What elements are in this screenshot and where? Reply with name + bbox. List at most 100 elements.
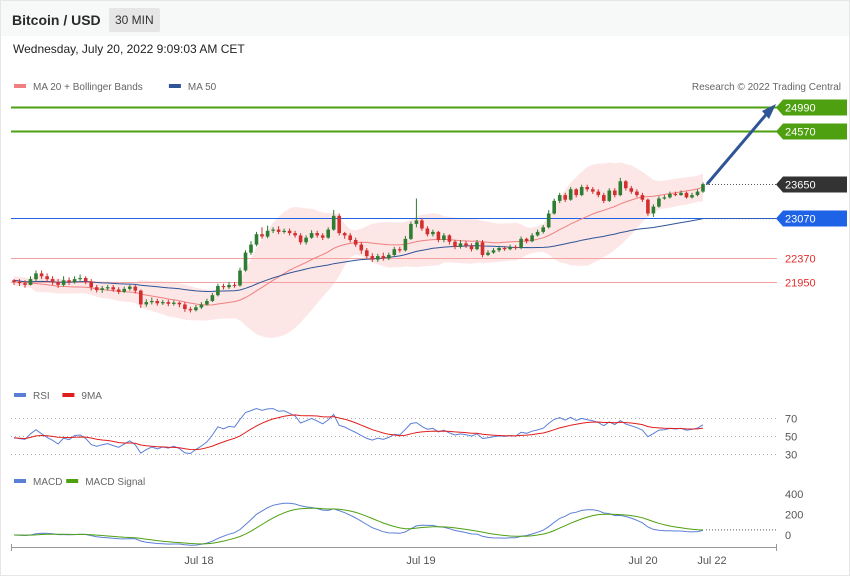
rsi-ma-line xyxy=(13,414,704,451)
rsi-legend-swatch xyxy=(14,393,26,397)
rsi-tick-30: 30 xyxy=(785,450,797,462)
candle-body xyxy=(524,238,529,242)
candle-body xyxy=(78,278,82,280)
candle-body xyxy=(304,237,308,243)
candle-body xyxy=(668,193,672,198)
candle-body xyxy=(194,307,198,311)
x-label-jul-18: Jul 18 xyxy=(184,555,213,567)
candle-body xyxy=(238,270,242,286)
candle-body xyxy=(298,235,303,243)
pivot-label-23070: 23070 xyxy=(785,214,816,226)
candle-body xyxy=(392,249,397,255)
instrument-title: Bitcoin / USD xyxy=(12,12,101,28)
candle-body xyxy=(111,287,115,290)
candle-body xyxy=(359,244,364,251)
candle-body xyxy=(657,198,661,207)
candle-body xyxy=(94,287,99,291)
candle-body xyxy=(414,220,419,224)
candle-body xyxy=(331,215,336,230)
candle-body xyxy=(585,187,589,190)
candle-body xyxy=(563,195,567,200)
candle-body xyxy=(398,249,402,251)
candle-body xyxy=(342,233,347,236)
candle-body xyxy=(12,280,16,282)
x-label-jul-19: Jul 19 xyxy=(406,555,435,567)
bollinger-band xyxy=(14,162,703,338)
last-price-label-23650: 23650 xyxy=(785,180,816,192)
candle-body xyxy=(232,284,237,286)
candle-body xyxy=(513,246,518,249)
candle-body xyxy=(128,286,132,289)
candle-body xyxy=(557,195,562,201)
candle-body xyxy=(265,230,270,237)
timeframe-badge[interactable]: 30 MIN xyxy=(109,8,160,32)
support-label-22370: 22370 xyxy=(785,254,816,266)
projection-arrow-head xyxy=(762,104,776,119)
candle-body xyxy=(607,190,612,201)
candle-body xyxy=(602,195,606,201)
candle-body xyxy=(480,242,485,255)
candle-body xyxy=(17,282,22,284)
candle-body xyxy=(409,223,413,239)
pivot-tag-23070 xyxy=(776,210,847,227)
macd-legend-swatch xyxy=(66,479,79,483)
candle-body xyxy=(552,200,556,214)
candle-body xyxy=(596,191,601,196)
resistance-tag-24990 xyxy=(776,99,847,116)
candle-body xyxy=(50,279,55,282)
macd-signal-legend-label: MACD Signal xyxy=(85,477,145,488)
candle-body xyxy=(436,231,441,240)
x-label-jul-20: Jul 20 xyxy=(628,555,657,567)
candle-body xyxy=(210,295,215,301)
candle-body xyxy=(486,252,490,255)
macd-legend-label: MACD xyxy=(33,477,62,488)
candle-body xyxy=(89,281,93,288)
legend-swatch xyxy=(168,84,181,88)
candle-body xyxy=(387,254,391,259)
candle-body xyxy=(365,250,369,257)
candle-body xyxy=(447,235,452,242)
rsi-legend-label: RSI xyxy=(33,391,50,402)
macd-tick-400: 400 xyxy=(785,489,803,501)
candle-body xyxy=(370,256,375,260)
candle-body xyxy=(293,233,297,236)
candle-body xyxy=(353,240,358,245)
candle-body xyxy=(221,286,226,288)
candle-body xyxy=(684,192,689,198)
candle-body xyxy=(491,250,496,253)
candle-body xyxy=(403,238,408,251)
research-credit: Research © 2022 Trading Central xyxy=(692,82,841,93)
candle-body xyxy=(144,302,149,305)
candle-body xyxy=(502,248,507,250)
candle-body xyxy=(183,304,187,310)
candle-body xyxy=(568,189,573,200)
candle-body xyxy=(45,276,49,280)
candles-group xyxy=(12,177,705,313)
candle-body xyxy=(640,195,645,200)
projection-arrow-line xyxy=(705,109,772,186)
candle-body xyxy=(276,229,281,232)
candle-body xyxy=(260,234,264,237)
candle-body xyxy=(442,235,446,240)
candle-body xyxy=(458,243,463,247)
candle-body xyxy=(618,181,623,196)
candle-body xyxy=(469,245,474,250)
candle-body xyxy=(172,302,176,304)
candle-body xyxy=(376,256,380,260)
macd-legend-swatch xyxy=(14,479,26,483)
candle-body xyxy=(199,304,204,308)
candle-body xyxy=(591,189,595,192)
report-datetime: Wednesday, July 20, 2022 9:09:03 AM CET xyxy=(13,42,245,56)
candle-body xyxy=(309,233,314,238)
last-price-tag-23650 xyxy=(776,176,847,193)
candle-body xyxy=(249,244,253,253)
candle-body xyxy=(139,290,143,305)
candle-body xyxy=(624,181,628,189)
candle-body xyxy=(381,256,386,259)
candle-body xyxy=(34,273,38,280)
macd-signal-line xyxy=(14,507,704,545)
candle-body xyxy=(651,206,656,214)
candle-body xyxy=(475,242,479,250)
candle-body xyxy=(574,189,578,196)
